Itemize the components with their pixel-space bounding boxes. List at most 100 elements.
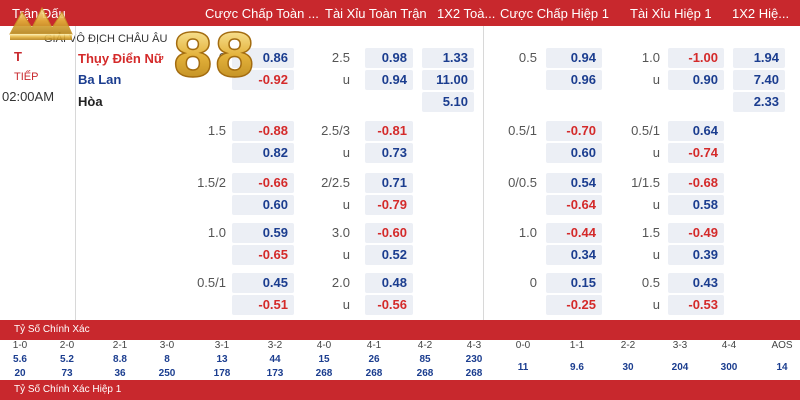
handicap-line: 0.5 [518,50,537,65]
odds-cell[interactable]: 0.58 [668,195,724,215]
col-ou-full[interactable]: Tài Xỉu Toàn Trận [325,6,427,21]
score-label: 4-3 [466,340,482,351]
correct-score-title: Tỷ Số Chính Xác [14,324,90,335]
score-odds[interactable]: 9.6 [570,362,584,373]
correct-score-header[interactable]: Tỷ Số Chính Xác [0,320,800,340]
score-odds[interactable]: 26 [368,354,380,365]
away-team[interactable]: Ba Lan [78,72,122,87]
odds-cell[interactable]: 0.73 [365,143,413,163]
odds-cell[interactable]: -0.51 [232,295,294,315]
odds-cell[interactable]: -0.88 [232,121,294,141]
score-label: 1-0 [12,340,28,351]
score-odds[interactable]: 13 [216,354,228,365]
total-line: 2/2.5 [321,175,350,190]
odds-cell[interactable]: 0.59 [232,223,294,243]
odds-cell[interactable]: -1.00 [668,48,724,68]
odds-cell[interactable]: -0.74 [668,143,724,163]
score-label: 4-0 [316,340,332,351]
col-ah-full[interactable]: Cược Chấp Toàn ... [205,6,319,21]
odds-cell[interactable]: 0.98 [365,48,413,68]
score-odds[interactable]: 15 [318,354,330,365]
score-label: 4-2 [417,340,433,351]
odds-cell[interactable]: 0.43 [668,273,724,293]
odds-cell[interactable]: -0.49 [668,223,724,243]
odds-1x2-away[interactable]: 11.00 [422,70,474,90]
odds-1x2-half-draw[interactable]: 2.33 [733,92,785,112]
odds-cell[interactable]: -0.64 [546,195,602,215]
col-1x2-half[interactable]: 1X2 Hiệ... [732,6,790,21]
score-label: AOS [771,340,793,351]
odds-cell[interactable]: 0.15 [546,273,602,293]
odds-cell[interactable]: 0.60 [232,195,294,215]
score-odds[interactable]: 268 [416,368,434,379]
score-odds[interactable]: 44 [269,354,281,365]
score-odds[interactable]: 250 [158,368,176,379]
score-odds[interactable]: 30 [622,362,634,373]
score-odds[interactable]: 268 [465,368,483,379]
odds-cell[interactable]: 0.39 [668,245,724,265]
score-odds[interactable]: 36 [114,368,126,379]
handicap-line: 1.5 [207,123,226,138]
odds-cell[interactable]: 0.60 [546,143,602,163]
odds-cell[interactable]: -0.66 [232,173,294,193]
odds-cell[interactable]: 0.94 [365,70,413,90]
handicap-line: 0.5/1 [197,275,226,290]
odds-cell[interactable]: -0.25 [546,295,602,315]
score-odds[interactable]: 5.6 [13,354,27,365]
correct-score-half-header[interactable]: Tỷ Số Chính Xác Hiệp 1 [0,380,800,400]
odds-cell[interactable]: -0.53 [668,295,724,315]
odds-cell[interactable]: -0.60 [365,223,413,243]
score-label: 0-0 [515,340,531,351]
score-odds[interactable]: 73 [61,368,73,379]
odds-cell[interactable]: -0.56 [365,295,413,315]
odds-cell[interactable]: 0.54 [546,173,602,193]
odds-1x2-home[interactable]: 1.33 [422,48,474,68]
score-odds[interactable]: 85 [419,354,431,365]
odds-cell[interactable]: 0.82 [232,143,294,163]
score-odds[interactable]: 178 [213,368,231,379]
odds-cell[interactable]: 0.96 [546,70,602,90]
odds-cell[interactable]: 0.94 [546,48,602,68]
odds-cell[interactable]: 0.45 [232,273,294,293]
odds-cell[interactable]: -0.44 [546,223,602,243]
score-odds[interactable]: 268 [365,368,383,379]
odds-cell[interactable]: -0.65 [232,245,294,265]
col-1x2-full[interactable]: 1X2 Toà... [437,6,496,21]
score-label: 3-3 [672,340,688,351]
score-odds[interactable]: 173 [266,368,284,379]
odds-cell[interactable]: -0.92 [232,70,294,90]
odds-cell[interactable]: -0.68 [668,173,724,193]
score-odds[interactable]: 8 [164,354,170,365]
score-odds[interactable]: 14 [776,362,788,373]
score-odds[interactable]: 20 [14,368,26,379]
odds-cell[interactable]: 0.71 [365,173,413,193]
score-odds[interactable]: 5.2 [60,354,74,365]
odds-cell[interactable]: 0.34 [546,245,602,265]
odds-cell[interactable]: -0.79 [365,195,413,215]
score-odds[interactable]: 230 [465,354,483,365]
col-ah-half[interactable]: Cược Chấp Hiệp 1 [500,6,609,21]
score-odds[interactable]: 268 [315,368,333,379]
odds-cell[interactable]: 0.90 [668,70,724,90]
score-odds[interactable]: 204 [671,362,689,373]
odds-cell[interactable]: -0.81 [365,121,413,141]
odds-cell[interactable]: 0.52 [365,245,413,265]
odds-cell[interactable]: 0.64 [668,121,724,141]
odds-1x2-half-home[interactable]: 1.94 [733,48,785,68]
match-day: T [14,49,22,64]
odds-1x2-half-away[interactable]: 7.40 [733,70,785,90]
score-label: 4-1 [366,340,382,351]
odds-cell[interactable]: 0.48 [365,273,413,293]
score-odds[interactable]: 300 [720,362,738,373]
odds-1x2-draw[interactable]: 5.10 [422,92,474,112]
score-odds[interactable]: 11 [517,362,529,373]
match-date: TIẾP [14,71,39,83]
total-line: 1.5 [641,225,660,240]
col-ou-half[interactable]: Tài Xỉu Hiệp 1 [630,6,712,21]
score-odds[interactable]: 8.8 [113,354,127,365]
odds-cell[interactable]: 0.86 [232,48,294,68]
home-team[interactable]: Thụy Điển Nữ [78,51,164,66]
odds-header: Trận Đấu Cược Chấp Toàn ... Tài Xỉu Toàn… [0,0,800,26]
odds-cell[interactable]: -0.70 [546,121,602,141]
league-name[interactable]: GIẢI VÔ ĐỊCH CHÂU ÂU [44,33,168,45]
